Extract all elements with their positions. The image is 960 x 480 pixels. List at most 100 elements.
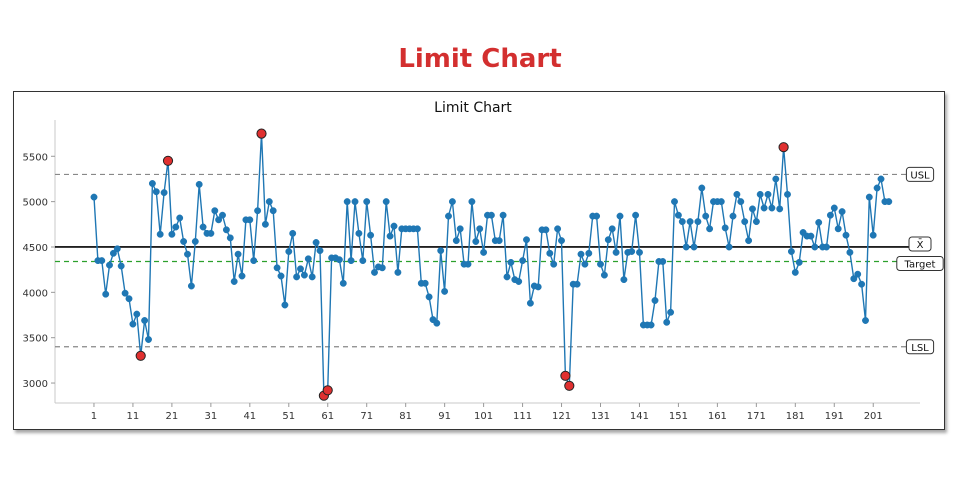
data-point xyxy=(725,243,733,251)
out-of-limit-point xyxy=(564,380,575,391)
data-point xyxy=(172,223,180,231)
data-point xyxy=(585,249,593,257)
data-point xyxy=(830,204,838,212)
data-point xyxy=(359,257,367,265)
data-point xyxy=(351,198,359,206)
limit-label-text: USL xyxy=(910,170,930,181)
x-tick-label: 81 xyxy=(399,411,412,422)
data-point xyxy=(620,276,628,284)
data-point xyxy=(604,236,612,244)
x-tick-label: 111 xyxy=(513,411,532,422)
limit-label-box xyxy=(905,339,935,355)
data-point xyxy=(308,273,316,281)
data-point xyxy=(168,230,176,238)
data-point xyxy=(234,250,242,258)
data-point xyxy=(858,280,866,288)
data-point xyxy=(663,318,671,326)
data-point xyxy=(480,248,488,256)
data-point xyxy=(865,193,873,201)
data-point xyxy=(628,248,636,255)
data-point xyxy=(519,257,527,265)
data-point xyxy=(636,248,643,256)
y-tick-label: 5500 xyxy=(23,152,48,163)
data-point xyxy=(702,212,710,220)
data-point xyxy=(215,216,223,224)
data-point xyxy=(437,247,445,255)
data-point xyxy=(265,198,273,206)
y-tick-label: 4500 xyxy=(23,243,48,254)
data-point xyxy=(312,239,320,246)
data-point xyxy=(678,218,686,226)
x-tick-label: 91 xyxy=(438,411,451,422)
data-point xyxy=(347,257,355,265)
data-point xyxy=(335,256,343,264)
data-point xyxy=(106,261,113,269)
x-tick-label: 181 xyxy=(786,411,805,422)
x-tick-label: 1 xyxy=(91,411,97,422)
data-point xyxy=(632,211,640,219)
data-point xyxy=(581,260,589,268)
data-point xyxy=(125,295,133,303)
out-of-limit-point xyxy=(256,128,267,139)
data-point xyxy=(133,310,141,318)
data-point xyxy=(421,279,429,287)
data-point xyxy=(612,248,620,256)
data-point xyxy=(195,180,203,188)
data-point xyxy=(682,243,690,251)
data-point xyxy=(815,219,823,226)
data-point xyxy=(476,225,484,233)
data-point xyxy=(850,275,858,283)
data-point xyxy=(456,225,464,233)
data-point xyxy=(647,321,655,329)
data-point xyxy=(285,248,293,255)
data-point xyxy=(250,257,258,265)
data-point xyxy=(246,216,254,224)
data-point xyxy=(542,226,550,234)
x-tick-label: 131 xyxy=(591,411,610,422)
data-point xyxy=(445,212,452,220)
x-tick-label: 61 xyxy=(321,411,334,422)
limit-label-text: Target xyxy=(904,260,936,271)
data-point xyxy=(733,190,741,198)
data-point xyxy=(554,225,562,233)
data-point xyxy=(503,273,511,281)
data-point xyxy=(145,336,152,343)
data-point xyxy=(371,268,378,276)
data-point xyxy=(129,320,137,328)
x-tick-label: 21 xyxy=(166,411,179,422)
limit-label-box xyxy=(908,236,932,252)
data-point xyxy=(464,260,472,268)
data-point xyxy=(550,260,558,268)
y-tick-label: 3500 xyxy=(23,334,48,345)
data-point xyxy=(281,301,289,309)
y-tick-label: 5000 xyxy=(23,198,48,209)
data-point xyxy=(367,231,375,239)
data-point xyxy=(269,207,277,215)
out-of-limit-point xyxy=(322,385,333,396)
data-point xyxy=(749,205,756,213)
series-layer xyxy=(90,128,893,401)
x-tick-label: 41 xyxy=(243,411,256,422)
limit-labels: USL X̄ Target LSL xyxy=(896,166,944,355)
y-tick-label: 4000 xyxy=(23,288,48,299)
out-of-limit-point xyxy=(135,350,146,361)
data-point xyxy=(791,268,799,276)
y-tick-label: 3000 xyxy=(23,379,48,390)
x-tick-label: 11 xyxy=(127,411,140,422)
data-point xyxy=(180,238,188,245)
data-point xyxy=(219,211,226,219)
data-point xyxy=(846,248,854,256)
data-point xyxy=(273,264,281,272)
data-point xyxy=(382,198,390,206)
data-point xyxy=(277,272,285,280)
data-point xyxy=(187,282,195,290)
x-tick-label: 201 xyxy=(864,411,883,422)
data-point xyxy=(877,175,885,183)
data-point xyxy=(671,198,678,206)
data-point xyxy=(289,229,297,237)
data-point xyxy=(787,248,795,255)
data-point xyxy=(526,299,534,307)
data-point xyxy=(784,190,791,198)
data-point xyxy=(441,287,449,295)
